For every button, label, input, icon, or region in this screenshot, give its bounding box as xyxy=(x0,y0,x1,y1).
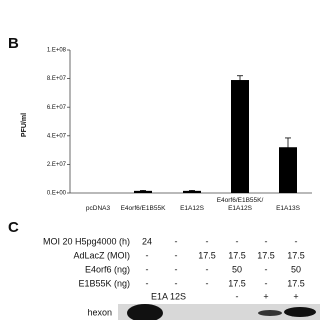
table-cell: - xyxy=(265,278,268,288)
y-tick-label: 2.E+07 xyxy=(47,162,67,168)
table-cell: - xyxy=(206,264,209,274)
table-cell: - xyxy=(175,278,178,288)
x-tick-label: E4orf6/E1B55K/ E1A12S xyxy=(216,197,264,212)
panel-label: C xyxy=(8,219,19,236)
table-cell: + xyxy=(263,291,268,301)
blot-band xyxy=(127,304,163,320)
table-cell: - xyxy=(175,264,178,274)
x-tick-label: pcDNA3 xyxy=(85,205,111,212)
table-cell: - xyxy=(175,250,178,260)
table-cell: 50 xyxy=(291,264,301,274)
table-cell: - xyxy=(236,291,239,301)
table-cell: 17.5 xyxy=(198,250,216,260)
table-cell: - xyxy=(175,236,178,246)
blot-band xyxy=(284,307,316,317)
table-cell: - xyxy=(146,278,149,288)
table-cell: - xyxy=(295,236,298,246)
bar xyxy=(279,147,297,193)
bar xyxy=(134,190,152,193)
x-tick-label: E1A13S xyxy=(276,205,300,212)
bar xyxy=(183,190,201,193)
table-cell: 24 xyxy=(142,236,152,246)
x-tick-label: E4orf6/E1B55K xyxy=(120,205,166,212)
table-cell: 17.5 xyxy=(287,278,305,288)
bar xyxy=(231,80,249,193)
y-axis-label: PFU/ml xyxy=(21,113,28,137)
y-tick-label: 8.E+07 xyxy=(47,76,67,82)
table-cell: 17.5 xyxy=(257,250,275,260)
panel-label: B xyxy=(8,35,19,52)
y-tick-label: 0.E+00 xyxy=(47,191,67,197)
table-cell: - xyxy=(265,236,268,246)
row-label: MOI 20 H5pg4000 (h) xyxy=(43,236,130,246)
table-cell: - xyxy=(146,264,149,274)
table-cell: - xyxy=(236,236,239,246)
row-label: E1B55K (ng) xyxy=(78,278,130,288)
table-cell: 17.5 xyxy=(228,250,246,260)
row-label: E1A 12S xyxy=(151,291,186,301)
table-cell: 50 xyxy=(232,264,242,274)
x-tick-label: E1A12S xyxy=(180,205,204,212)
table-cell: + xyxy=(293,291,298,301)
table-cell: - xyxy=(146,250,149,260)
table-cell: - xyxy=(206,236,209,246)
blot xyxy=(118,304,320,320)
y-tick-label: 6.E+07 xyxy=(47,105,67,111)
table-cell: - xyxy=(206,278,209,288)
table-cell: 17.5 xyxy=(228,278,246,288)
blot-label: hexon xyxy=(87,307,112,317)
row-label: E4orf6 (ng) xyxy=(85,264,130,274)
table-cell: - xyxy=(265,264,268,274)
row-label: AdLacZ (MOI) xyxy=(73,250,130,260)
y-tick-label: 1.E+08 xyxy=(47,48,67,54)
blot-band xyxy=(258,310,282,316)
table-cell: 17.5 xyxy=(287,250,305,260)
y-tick-label: 4.E+07 xyxy=(47,133,67,139)
